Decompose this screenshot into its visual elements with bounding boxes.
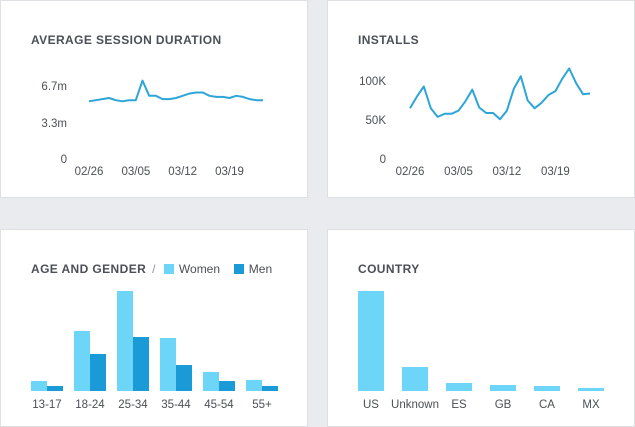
bar-women-25-34 [117,291,133,391]
x-tick-label: 03/05 [444,166,473,178]
age-gender-title-row: AGE AND GENDER / Women Men [31,262,272,276]
category-label: CA [539,399,555,411]
bar-GB [490,385,516,391]
legend-men-swatch [233,264,244,274]
bar-ES [446,383,472,391]
installs-card: INSTALLS 100K 50K 0 02/26 03/05 03/12 03/19 [327,0,635,198]
x-tick-label: 03/19 [541,166,570,178]
country-card: COUNTRY US Unknown ES GB CA MX [327,229,635,427]
bar-men-35-44 [176,365,192,391]
category-label: 18-24 [75,399,105,411]
session-duration-chart: 6.7m 3.3m 0 02/26 03/05 03/12 03/19 [41,79,263,178]
y-tick-label: 100K [359,76,386,88]
country-title: COUNTRY [358,262,420,276]
bar-women-18-24 [74,331,90,391]
x-tick-label: 03/19 [215,166,244,178]
age-gender-title: AGE AND GENDER [31,262,147,276]
category-label: GB [495,399,512,411]
bar-CA [534,386,560,391]
bar-men-45-54 [219,381,235,391]
title-separator: / [152,262,156,276]
x-tick-label: 02/26 [75,166,104,178]
bar-MX [578,388,604,391]
legend-men-label: Men [248,262,273,276]
legend-men[interactable]: Men [233,262,273,276]
x-tick-label: 02/26 [396,166,425,178]
bar-women-55+ [246,380,262,391]
session-duration-title: AVERAGE SESSION DURATION [31,33,222,47]
x-tick-label: 03/12 [493,166,522,178]
age-gender-chart: 13-17 18-24 25-34 35-44 45-54 55+ [31,291,278,411]
category-label: Unknown [391,399,439,411]
age-gender-card: AGE AND GENDER / Women Men 13-17 18-24 25-34… [0,229,308,427]
bar-Unknown [402,367,428,391]
legend-women[interactable]: Women [163,262,221,276]
x-tick-label: 03/05 [121,166,150,178]
bar-men-13-17 [47,386,63,391]
legend-women-label: Women [178,262,221,276]
installs-title: INSTALLS [358,33,419,47]
bar-men-25-34 [133,337,149,391]
y-tick-label: 3.3m [41,118,67,130]
country-chart: US Unknown ES GB CA MX [358,291,604,411]
category-label: 25-34 [118,399,148,411]
bar-women-35-44 [160,338,176,391]
bar-men-18-24 [90,354,106,391]
session-duration-card: AVERAGE SESSION DURATION 6.7m 3.3m 0 02/26 0… [0,0,308,198]
category-label: 13-17 [32,399,61,411]
bar-women-45-54 [203,372,219,391]
y-tick-label: 0 [61,154,67,166]
category-label: ES [451,399,467,411]
category-label: 55+ [252,399,272,411]
installs-chart: 100K 50K 0 02/26 03/05 03/12 03/19 [359,67,591,178]
category-label: 35-44 [161,399,191,411]
bar-US [358,291,384,391]
y-tick-label: 6.7m [41,81,67,93]
y-tick-label: 50K [366,115,387,127]
series-line [409,67,591,121]
category-label: MX [582,399,600,411]
y-tick-label: 0 [380,154,386,166]
series-line [88,79,263,103]
bar-men-55+ [262,386,278,391]
x-tick-label: 03/12 [168,166,197,178]
legend-women-swatch [163,264,174,274]
category-label: 45-54 [204,399,234,411]
bar-women-13-17 [31,381,47,391]
category-label: US [363,399,379,411]
